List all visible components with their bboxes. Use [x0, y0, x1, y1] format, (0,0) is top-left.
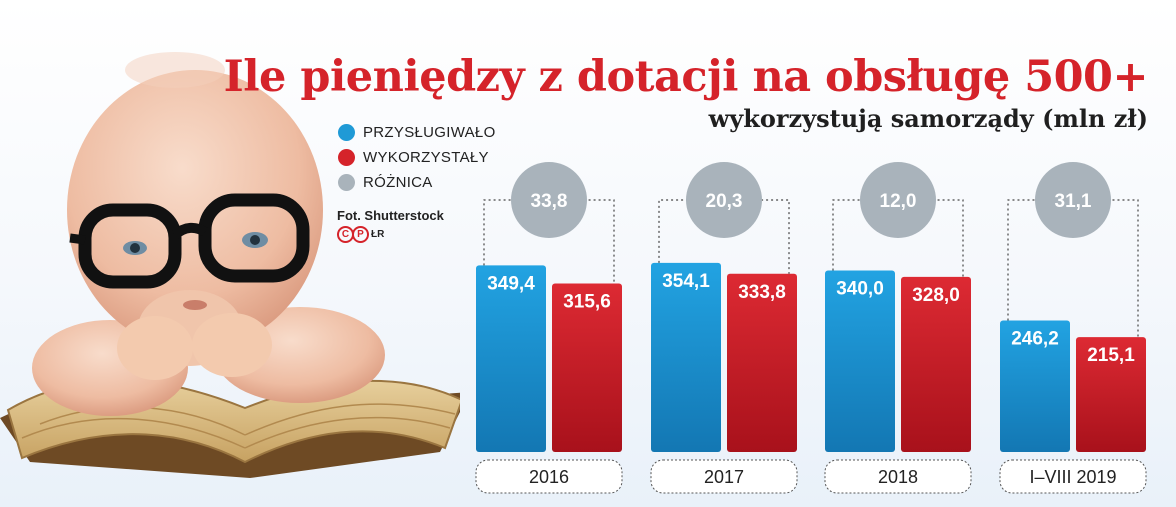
bar-wykorzystaly: [901, 276, 971, 452]
bar-wykorzystaly: [552, 283, 622, 452]
bar-value-label: 328,0: [912, 285, 960, 306]
bar-przyslugiwalo: [825, 270, 895, 452]
bar-value-label: 215,1: [1087, 345, 1135, 366]
bar-wykorzystaly: [727, 273, 797, 452]
category-label-box: [999, 459, 1147, 494]
bar-value-label: 340,0: [836, 278, 884, 299]
legend-label: WYKORZYSTAŁY: [363, 149, 489, 166]
logo-circle-p: P: [352, 226, 369, 243]
legend-swatch-red: [338, 149, 355, 166]
bar-value-label: 333,8: [738, 282, 786, 303]
bar-value-label: 246,2: [1011, 329, 1059, 350]
legend-item-przyslugiwalo: PRZYSŁUGIWAŁO: [338, 120, 496, 145]
legend-label: RÓŻNICA: [363, 174, 433, 191]
category-label-box: [824, 459, 972, 494]
legend-item-wykorzystaly: WYKORZYSTAŁY: [338, 145, 496, 170]
bar-przyslugiwalo: [1000, 320, 1070, 452]
legend: PRZYSŁUGIWAŁO WYKORZYSTAŁY RÓŻNICA: [338, 120, 496, 195]
difference-circle: [860, 162, 936, 238]
legend-label: PRZYSŁUGIWAŁO: [363, 124, 496, 141]
baby-with-glasses-and-book-photo: [0, 52, 460, 478]
bar-przyslugiwalo: [476, 265, 546, 452]
legend-item-roznica: RÓŻNICA: [338, 170, 496, 195]
difference-value-label: 20,3: [706, 191, 743, 212]
legend-swatch-grey: [338, 174, 355, 191]
difference-value-label: 33,8: [531, 191, 568, 212]
difference-circle: [686, 162, 762, 238]
logo-suffix: ŁR: [371, 229, 385, 240]
category-label: I–VIII 2019: [1029, 467, 1116, 487]
category-label-box: [475, 459, 623, 494]
difference-value-label: 31,1: [1055, 191, 1092, 212]
difference-circle: [1035, 162, 1111, 238]
chart-title: Ile pieniędzy z dotacji na obsługę 500+: [223, 52, 1149, 102]
photo-credit: Fot. Shutterstock: [337, 208, 444, 223]
bar-value-label: 349,4: [487, 273, 535, 294]
difference-circle: [511, 162, 587, 238]
category-label: 2017: [704, 467, 744, 487]
category-label: 2016: [529, 467, 569, 487]
bar-wykorzystaly: [1076, 337, 1146, 452]
chart-subtitle: wykorzystują samorządy (mln zł): [708, 104, 1148, 133]
bar-value-label: 315,6: [563, 291, 611, 312]
category-label-box: [650, 459, 798, 494]
legend-swatch-blue: [338, 124, 355, 141]
difference-bracket: [658, 199, 790, 274]
publisher-logo: C P ŁR: [337, 226, 384, 243]
bar-przyslugiwalo: [651, 262, 721, 452]
bar-value-label: 354,1: [662, 271, 710, 292]
category-label: 2018: [878, 467, 918, 487]
difference-value-label: 12,0: [880, 191, 917, 212]
